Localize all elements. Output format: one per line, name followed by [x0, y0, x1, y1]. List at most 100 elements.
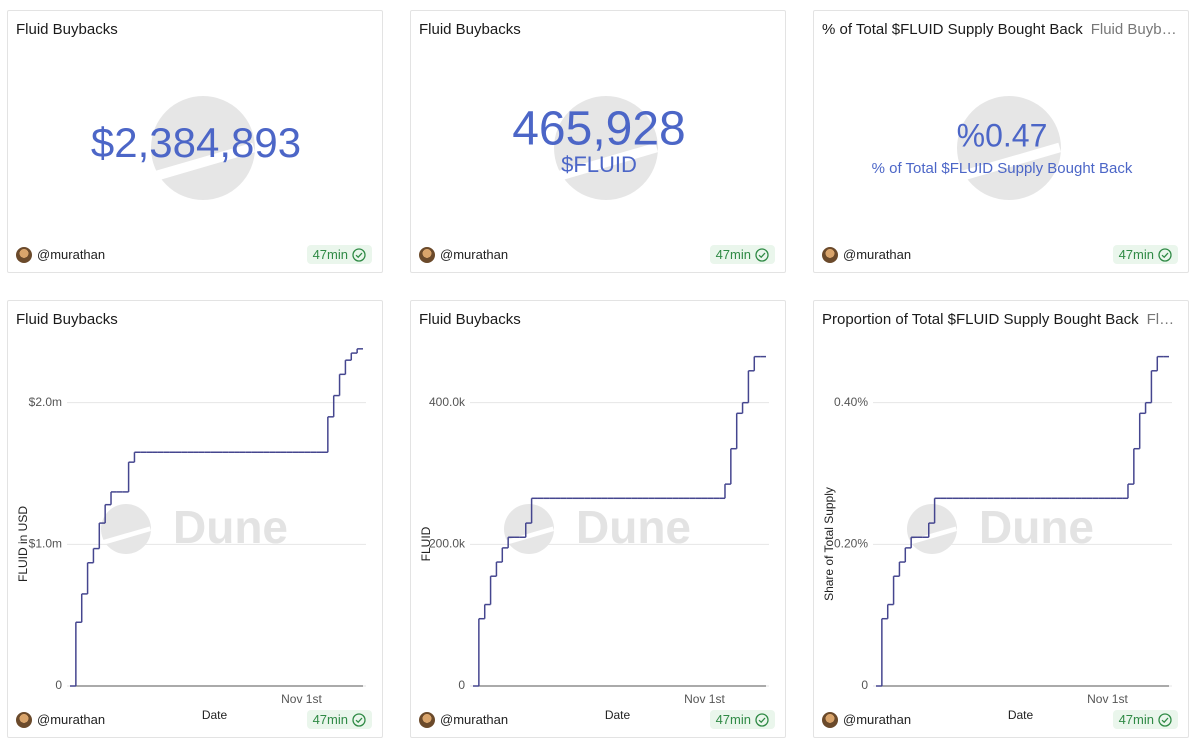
avatar: [419, 711, 435, 728]
check-icon: [1158, 712, 1172, 727]
card-tab: Fluid Buybacks: [1090, 21, 1180, 38]
card-footer: @murathan 47min: [419, 245, 775, 264]
logo-slash: [959, 142, 1061, 181]
freshness-badge: 47min: [306, 245, 372, 264]
card-title: Fluid Buybacks: [16, 311, 118, 328]
x-tick-label: Nov 1st: [1087, 692, 1128, 706]
avatar: [16, 711, 32, 728]
check-icon: [755, 247, 769, 262]
check-mark: [758, 252, 766, 258]
author-name: @murathan: [440, 247, 509, 262]
avatar: [822, 711, 838, 728]
counter-value: 465,928: [512, 103, 686, 156]
watermark: Dune: [576, 501, 691, 553]
y-tick-label: 0: [458, 678, 465, 692]
card: Dune 0 0.20% 0.40% Nov 1st Date Share of Total…: [813, 300, 1189, 738]
check-mark: [355, 717, 363, 723]
card-body: %0.47 % of Total $FLUID Supply Bought Bac…: [872, 96, 1133, 200]
card-header: Fluid Buybacks: [419, 311, 777, 328]
freshness-text: 47min: [312, 712, 348, 727]
x-tick-label: Nov 1st: [684, 692, 725, 706]
author: @murathan: [822, 246, 912, 263]
check-ring: [352, 712, 366, 727]
author-name: @murathan: [843, 247, 912, 262]
card-footer: @murathan 47min: [16, 245, 372, 264]
check-ring: [755, 247, 769, 262]
logo-slash: [153, 142, 255, 181]
card-header: Fluid Buybacks: [16, 21, 374, 38]
card-title: Fluid Buybacks: [419, 311, 521, 328]
counter-subtitle: % of Total $FLUID Supply Bought Back: [872, 160, 1133, 177]
card-header: Fluid Buybacks: [16, 311, 374, 328]
freshness-text: 47min: [1118, 247, 1154, 262]
counter-value: %0.47: [957, 117, 1048, 153]
author: @murathan: [419, 711, 509, 728]
author-name: @murathan: [37, 712, 106, 727]
card: %0.47 % of Total $FLUID Supply Bought Bac…: [813, 10, 1189, 273]
check-ring: [1158, 712, 1172, 727]
card-footer: @murathan 47min: [16, 710, 372, 729]
freshness-badge: 47min: [1112, 710, 1178, 729]
card: Dune 0 $1.0m $2.0m Nov 1st Date FLUID in USD Fl…: [7, 300, 383, 738]
author: @murathan: [419, 246, 509, 263]
card-tab: Fluid Buybacks: [1146, 311, 1180, 328]
author: @murathan: [16, 711, 106, 728]
freshness-text: 47min: [312, 247, 348, 262]
y-axis-label: FLUID: [419, 526, 433, 561]
check-ring: [352, 247, 366, 262]
card-body: $2,384,893: [91, 96, 301, 200]
logo-slash: [556, 142, 658, 181]
card-title: % of Total $FLUID Supply Bought Back: [822, 21, 1083, 38]
freshness-badge: 47min: [709, 245, 775, 264]
counter-subtitle: $FLUID: [561, 152, 637, 177]
y-tick-label: $2.0m: [29, 395, 62, 409]
freshness-text: 47min: [715, 712, 751, 727]
card-footer: @murathan 47min: [419, 710, 775, 729]
check-mark: [1161, 717, 1169, 723]
author-name: @murathan: [843, 712, 912, 727]
y-tick-label: 0: [861, 678, 868, 692]
card: 465,928 $FLUID Fluid Buybacks @murathan 47mi…: [410, 10, 786, 273]
author: @murathan: [16, 246, 105, 263]
freshness-text: 47min: [1118, 712, 1154, 727]
y-tick-label: 0.40%: [834, 395, 868, 409]
check-ring: [755, 712, 769, 727]
y-axis-label: FLUID in USD: [16, 506, 30, 582]
card: Dune 0 200.0k 400.0k Nov 1st Date FLUID Fluid B…: [410, 300, 786, 738]
card-header: % of Total $FLUID Supply Bought Back Flui…: [822, 21, 1180, 38]
counter-value: $2,384,893: [91, 119, 301, 166]
check-icon: [1158, 247, 1172, 262]
x-axis-label: Date: [202, 708, 228, 722]
card-title: Fluid Buybacks: [16, 21, 118, 38]
card-body: Dune 0 200.0k 400.0k Nov 1st Date FLUID: [419, 355, 769, 722]
check-ring: [1158, 247, 1172, 262]
card-footer: @murathan 47min: [822, 710, 1178, 729]
x-axis-label: Date: [1008, 708, 1034, 722]
author-name: @murathan: [440, 712, 509, 727]
y-tick-label: $1.0m: [29, 537, 62, 551]
card-title: Fluid Buybacks: [419, 21, 521, 38]
logo-slash: [505, 526, 554, 545]
card-body: Dune 0 $1.0m $2.0m Nov 1st Date FLUID in USD: [16, 348, 366, 722]
check-icon: [755, 712, 769, 727]
watermark: Dune: [979, 501, 1094, 553]
freshness-text: 47min: [715, 247, 751, 262]
y-axis-label: Share of Total Supply: [822, 487, 836, 601]
author: @murathan: [822, 711, 912, 728]
check-mark: [1161, 252, 1169, 258]
card-header: Proportion of Total $FLUID Supply Bought…: [822, 311, 1180, 328]
card-body: Dune 0 0.20% 0.40% Nov 1st Date Share of Total…: [822, 355, 1172, 722]
card-header: Fluid Buybacks: [419, 21, 777, 38]
watermark: Dune: [173, 501, 288, 553]
freshness-badge: 47min: [709, 710, 775, 729]
logo-slash: [908, 526, 957, 545]
x-tick-label: Nov 1st: [281, 692, 322, 706]
avatar: [419, 246, 435, 263]
check-icon: [352, 712, 366, 727]
check-mark: [355, 252, 363, 258]
freshness-badge: 47min: [306, 710, 372, 729]
check-mark: [758, 717, 766, 723]
y-tick-label: 200.0k: [429, 537, 466, 551]
avatar: [16, 246, 32, 263]
